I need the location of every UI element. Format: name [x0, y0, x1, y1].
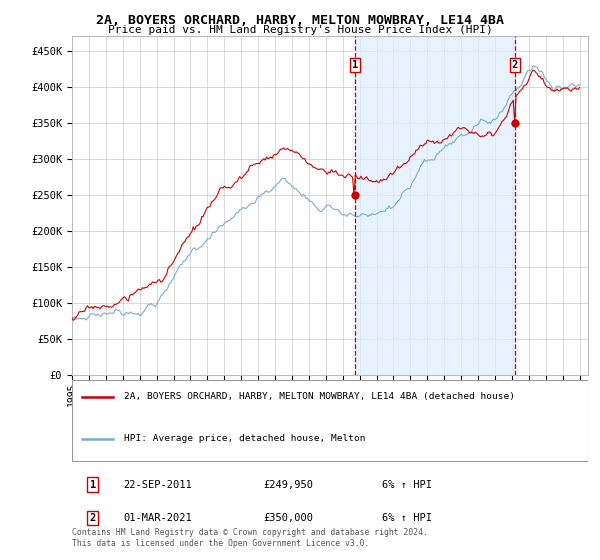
Text: Price paid vs. HM Land Registry's House Price Index (HPI): Price paid vs. HM Land Registry's House …	[107, 25, 493, 35]
Text: 22-SEP-2011: 22-SEP-2011	[124, 479, 193, 489]
Text: 1: 1	[352, 60, 358, 70]
Text: 2A, BOYERS ORCHARD, HARBY, MELTON MOWBRAY, LE14 4BA (detached house): 2A, BOYERS ORCHARD, HARBY, MELTON MOWBRA…	[124, 392, 515, 401]
Text: Contains HM Land Registry data © Crown copyright and database right 2024.
This d: Contains HM Land Registry data © Crown c…	[72, 528, 428, 548]
Text: 2: 2	[512, 60, 518, 70]
Text: 6% ↑ HPI: 6% ↑ HPI	[382, 514, 431, 524]
Text: 1: 1	[89, 479, 96, 489]
Text: 6% ↑ HPI: 6% ↑ HPI	[382, 479, 431, 489]
Text: £249,950: £249,950	[263, 479, 313, 489]
Bar	[355, 36, 515, 375]
Text: 01-MAR-2021: 01-MAR-2021	[124, 514, 193, 524]
FancyBboxPatch shape	[72, 380, 588, 461]
Text: £350,000: £350,000	[263, 514, 313, 524]
Text: 2A, BOYERS ORCHARD, HARBY, MELTON MOWBRAY, LE14 4BA: 2A, BOYERS ORCHARD, HARBY, MELTON MOWBRA…	[96, 14, 504, 27]
Text: HPI: Average price, detached house, Melton: HPI: Average price, detached house, Melt…	[124, 435, 365, 444]
Text: 2: 2	[89, 514, 96, 524]
